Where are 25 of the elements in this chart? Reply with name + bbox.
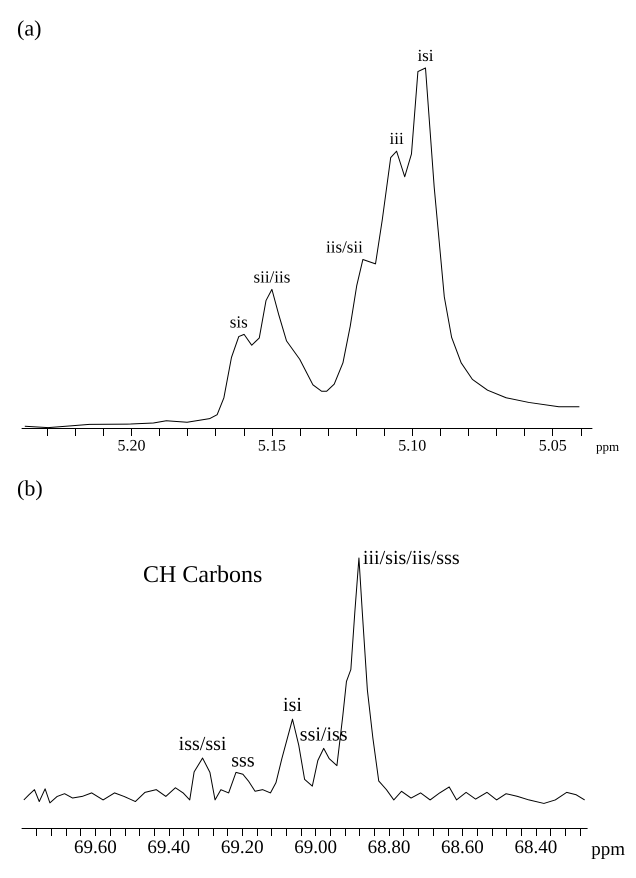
annotation: iis/sii bbox=[326, 238, 364, 257]
x-tick-label: 69.00 bbox=[294, 837, 337, 858]
x-tick-label: 68.60 bbox=[441, 837, 484, 858]
x-tick-label: 68.40 bbox=[514, 837, 558, 858]
chart-title: (a) bbox=[17, 16, 42, 40]
x-tick-label: 5.10 bbox=[398, 438, 426, 454]
annotation: iii bbox=[389, 129, 404, 148]
x-tick-label: 5.05 bbox=[538, 438, 567, 454]
annotation: iii/sis/iis/sss bbox=[362, 547, 460, 569]
annotation: isi bbox=[283, 694, 302, 716]
x-tick-label: 68.80 bbox=[368, 837, 410, 858]
x-tick-label: 69.40 bbox=[147, 837, 190, 858]
x-tick-label: 69.60 bbox=[74, 837, 117, 858]
chart-title: (b) bbox=[17, 476, 43, 500]
annotation: sss bbox=[231, 749, 255, 772]
annotation: iss/ssi bbox=[178, 733, 227, 756]
annotation: CH Carbons bbox=[143, 562, 262, 588]
annotation: isi bbox=[417, 46, 434, 65]
x-tick-label: 69.20 bbox=[220, 837, 264, 858]
x-tick-label: 5.15 bbox=[258, 438, 286, 454]
x-axis-title: ppm bbox=[596, 439, 620, 454]
x-tick-label: 5.20 bbox=[118, 438, 146, 454]
x-axis-title: ppm bbox=[591, 839, 626, 860]
annotation: sis bbox=[230, 312, 248, 332]
annotation: sii/iis bbox=[253, 267, 290, 286]
